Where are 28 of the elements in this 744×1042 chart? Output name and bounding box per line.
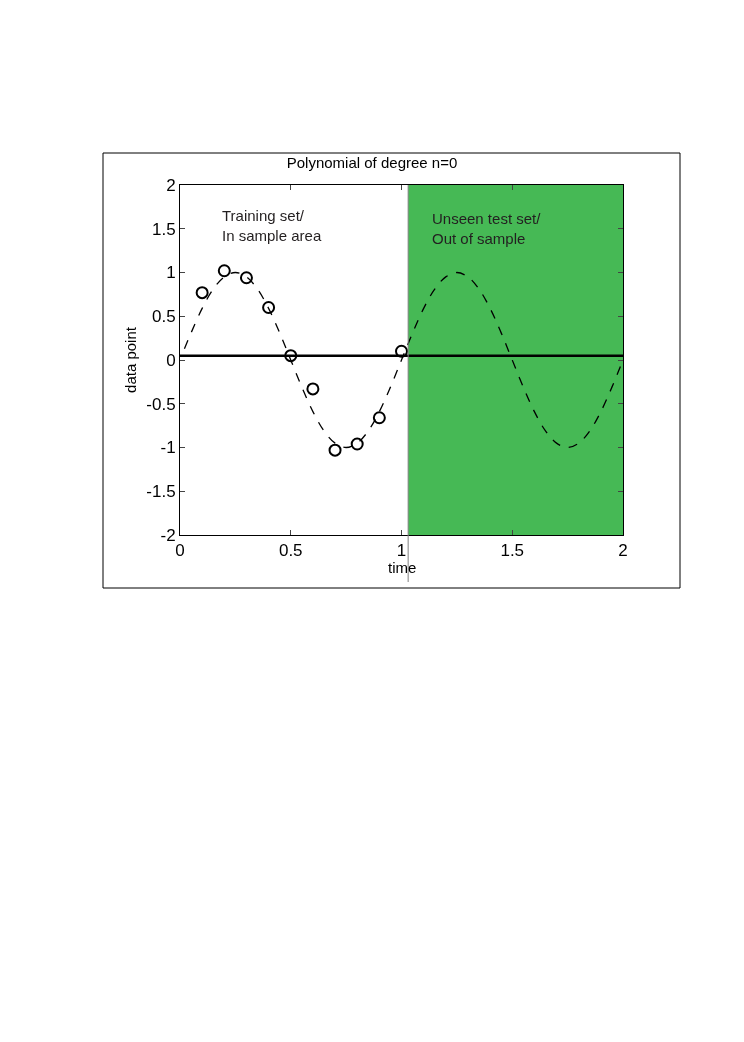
y-tick-label: -2 <box>160 525 176 545</box>
point <box>217 264 231 278</box>
y-tick-label: 2 <box>166 175 176 195</box>
annotation: Unseen test set/ Out of sample <box>432 210 542 247</box>
x-axis-title: time <box>388 559 417 576</box>
y-tick-label: -1 <box>160 438 176 458</box>
y-axis-title: data point <box>121 326 139 393</box>
x-tick-label: 1 <box>396 541 407 561</box>
annotation: Training set/ In sample area <box>222 207 322 244</box>
y-tick-label: -0.5 <box>146 394 176 414</box>
y-tick-label: 0 <box>166 350 176 370</box>
point <box>328 443 342 457</box>
chart-title: Polynomial of degree n=0 <box>286 153 458 171</box>
point <box>372 411 386 425</box>
x-tick-label: 1.5 <box>500 541 525 561</box>
point <box>306 382 320 396</box>
x-tick-label: 0.5 <box>278 541 303 561</box>
x-tick-label: 2 <box>618 541 628 561</box>
point <box>350 437 364 451</box>
y-tick-label: 1 <box>166 263 176 283</box>
y-tick-label: -1.5 <box>146 482 176 502</box>
point <box>239 271 253 285</box>
y-tick-label: 0.5 <box>151 307 176 327</box>
point <box>262 301 276 314</box>
point <box>195 286 209 300</box>
point <box>284 349 298 363</box>
y-tick-label: 1.5 <box>151 219 176 239</box>
point <box>395 344 408 358</box>
